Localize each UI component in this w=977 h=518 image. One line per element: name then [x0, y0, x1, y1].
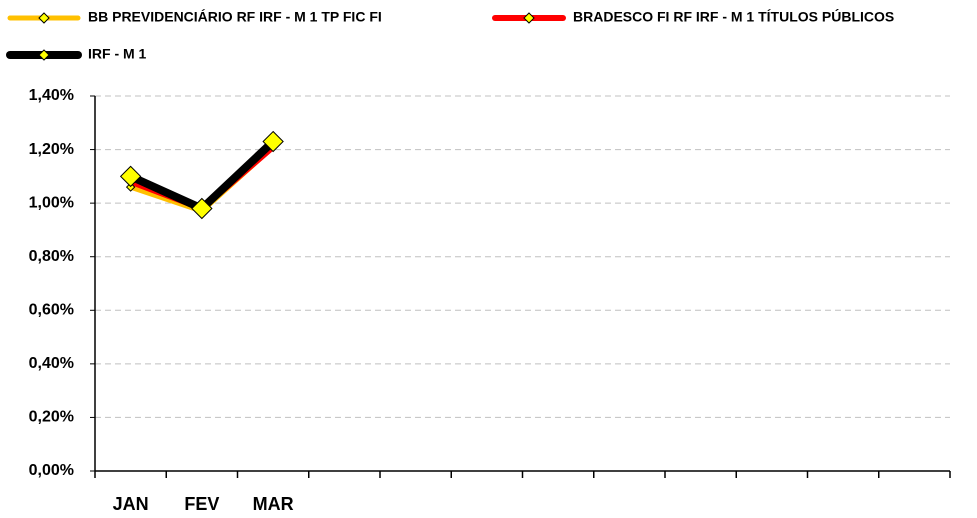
legend-marker — [38, 12, 50, 24]
data-point — [119, 165, 142, 188]
legend-marker — [38, 49, 50, 61]
data-point — [262, 130, 284, 153]
y-tick-label: 1,00% — [29, 194, 74, 211]
x-tick-label: MAR — [253, 494, 294, 514]
y-tick-label: 0,80% — [29, 248, 74, 265]
data-point — [125, 182, 136, 192]
y-tick-label: 0,20% — [29, 409, 74, 426]
legend-label: BB PREVIDENCIÁRIO RF IRF - M 1 TP FIC FI — [88, 9, 382, 25]
y-tick-label: 0,40% — [29, 355, 74, 372]
legend-label: IRF - M 1 — [88, 46, 147, 62]
data-point — [191, 197, 213, 220]
legend-marker — [523, 12, 535, 24]
y-tick-label: 1,20% — [29, 141, 74, 158]
legend-label: BRADESCO FI RF IRF - M 1 TÍTULOS PÚBLICO… — [573, 8, 894, 25]
x-tick-label: JAN — [113, 494, 149, 514]
x-tick-label: FEV — [184, 494, 219, 514]
y-tick-label: 0,60% — [29, 302, 74, 319]
y-tick-label: 1,40% — [29, 87, 74, 104]
y-tick-label: 0,00% — [29, 462, 74, 479]
